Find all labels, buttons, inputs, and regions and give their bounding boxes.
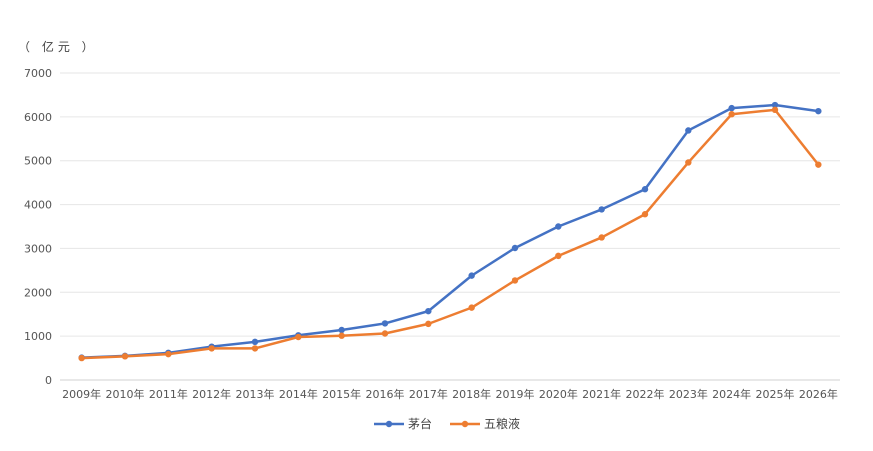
x-tick-label: 2023年 <box>669 387 708 401</box>
data-point <box>641 186 649 193</box>
data-point <box>511 277 519 284</box>
legend: 茅台 五粮液 <box>374 416 520 431</box>
x-tick-label: 2022年 <box>626 387 665 401</box>
x-tick-label: 2019年 <box>496 387 535 401</box>
data-point <box>338 326 345 334</box>
series-lines <box>81 103 820 360</box>
legend-label: 茅台 <box>408 416 432 431</box>
y-tick-label: 3000 <box>24 242 52 255</box>
data-point <box>165 350 172 358</box>
x-tick-label: 2014年 <box>279 387 318 401</box>
data-point <box>598 206 605 213</box>
x-tick-label: 2024年 <box>712 387 751 401</box>
grid-lines <box>60 72 840 381</box>
data-point <box>208 345 215 352</box>
x-tick-label: 2009年 <box>62 387 101 401</box>
x-tick-label: 2017年 <box>409 387 448 401</box>
legend-swatch-marker <box>385 420 393 428</box>
legend-swatch-marker <box>461 420 469 428</box>
data-point <box>641 211 649 218</box>
data-point <box>511 244 519 252</box>
y-tick-label: 6000 <box>24 111 52 124</box>
data-point <box>728 111 735 118</box>
data-point <box>685 127 692 134</box>
series-line-1 <box>81 103 819 359</box>
y-tick-label: 4000 <box>24 199 52 212</box>
x-tick-label: 2020年 <box>539 387 578 401</box>
data-point <box>78 354 85 362</box>
x-tick-label: 2015年 <box>322 387 361 401</box>
y-axis-ticks: 0 1000 2000 3000 4000 5000 6000 7000 <box>24 67 52 387</box>
x-tick-label: 2025年 <box>756 387 795 401</box>
data-point <box>728 104 735 112</box>
data-point <box>251 338 259 346</box>
data-point <box>815 161 822 168</box>
x-tick-label: 2026年 <box>799 387 838 401</box>
x-tick-label: 2021年 <box>582 387 621 401</box>
data-point <box>468 272 475 279</box>
y-tick-label: 2000 <box>24 286 52 299</box>
data-point <box>771 106 779 114</box>
y-tick-label: 7000 <box>24 67 52 80</box>
x-tick-label: 2011年 <box>149 387 188 401</box>
data-point <box>425 307 432 315</box>
data-point <box>338 332 345 339</box>
data-point <box>815 107 822 115</box>
data-point <box>555 252 562 260</box>
y-tick-label: 5000 <box>24 155 52 168</box>
data-point <box>251 345 259 352</box>
x-tick-label: 2013年 <box>236 387 275 401</box>
y-tick-label: 1000 <box>24 330 52 343</box>
data-point <box>425 320 432 328</box>
data-point <box>555 223 562 230</box>
x-tick-label: 2010年 <box>106 387 145 401</box>
data-point <box>771 101 779 109</box>
data-point <box>685 159 692 166</box>
data-point <box>295 333 302 341</box>
data-point <box>381 320 389 327</box>
y-tick-label: 0 <box>45 374 52 387</box>
x-axis-ticks: 2009年 2010年 2011年 2012年 2013年 2014年 2015年 2016年… <box>62 387 838 401</box>
x-tick-label: 2012年 <box>192 387 231 401</box>
x-tick-label: 2018年 <box>452 387 491 401</box>
legend-label: 五粮液 <box>484 416 520 431</box>
series-line-2 <box>81 108 820 360</box>
data-point <box>598 234 605 241</box>
y-axis-unit-label: （ 亿元 ） <box>18 40 98 54</box>
x-tick-label: 2016年 <box>366 387 405 401</box>
data-point <box>381 330 389 337</box>
data-point <box>468 304 475 311</box>
data-point <box>121 353 129 360</box>
series-points <box>78 101 822 362</box>
